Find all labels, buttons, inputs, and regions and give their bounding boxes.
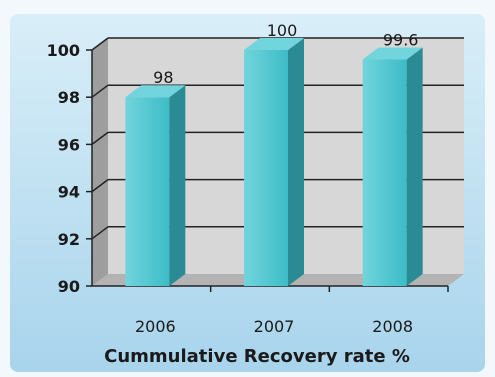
x-tick-label: 2008 bbox=[372, 317, 413, 336]
x-axis-title: Cummulative Recovery rate % bbox=[104, 346, 410, 367]
y-tick-label: 98 bbox=[58, 88, 80, 107]
bar-front bbox=[362, 59, 407, 286]
plot-side-wall bbox=[92, 38, 108, 286]
x-tick-label: 2007 bbox=[254, 317, 295, 336]
bar-side bbox=[406, 47, 423, 286]
data-label: 98 bbox=[153, 68, 173, 87]
gridline-diag bbox=[91, 179, 109, 193]
bar-front bbox=[125, 97, 170, 286]
gridline-diag bbox=[91, 131, 109, 145]
y-tick-label: 96 bbox=[58, 135, 80, 154]
data-labels: 98 100 99.6 bbox=[153, 21, 418, 87]
x-tick-label: 2006 bbox=[135, 317, 176, 336]
bar-2007 bbox=[244, 38, 304, 286]
gridline-diag bbox=[91, 226, 109, 240]
data-label: 100 bbox=[267, 21, 298, 40]
bar-side bbox=[169, 85, 186, 286]
axes: 90 92 94 96 98 100 2006 2007 2008 bbox=[47, 41, 449, 336]
bar-top bbox=[362, 47, 423, 60]
gridline-diag bbox=[91, 84, 109, 98]
y-tick-label: 94 bbox=[58, 183, 80, 202]
y-tick-label: 92 bbox=[58, 230, 80, 249]
bar-top bbox=[125, 85, 186, 98]
bar-top bbox=[244, 38, 304, 50]
y-tick-label: 100 bbox=[47, 41, 80, 60]
gridline-diag bbox=[91, 37, 109, 51]
y-tick-label: 90 bbox=[58, 277, 80, 296]
bar-2008 bbox=[362, 47, 423, 286]
bar-side bbox=[288, 38, 304, 286]
bars bbox=[125, 38, 423, 286]
bar-front bbox=[244, 50, 288, 286]
data-label: 99.6 bbox=[383, 30, 419, 49]
bar-2006 bbox=[125, 85, 186, 286]
